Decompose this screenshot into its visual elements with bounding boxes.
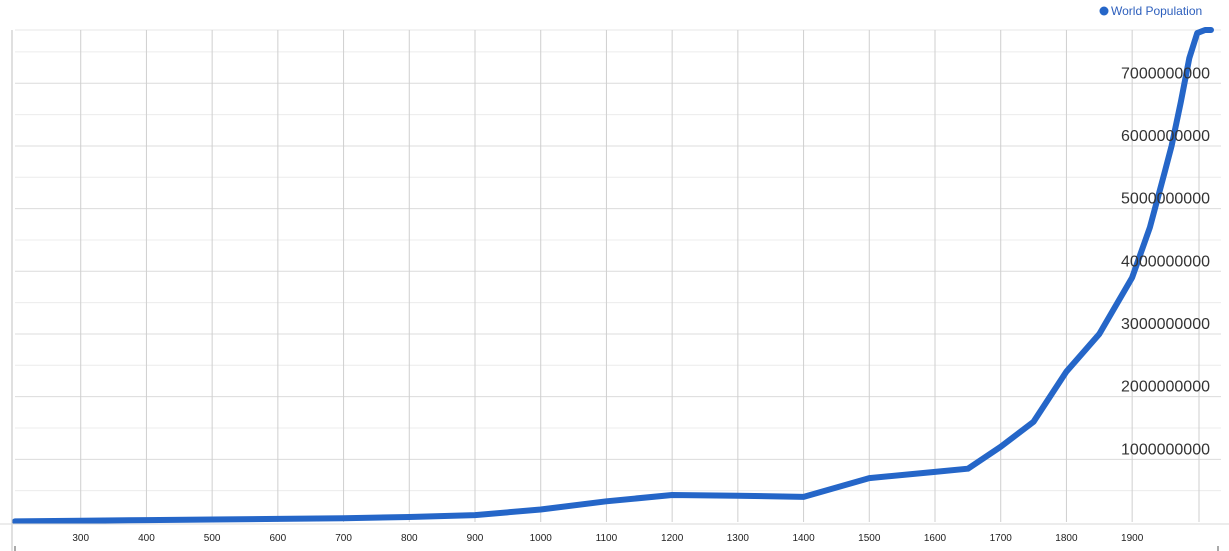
x-tick-label: 1300 (727, 533, 750, 544)
legend-label-world-population: World Population (1111, 4, 1202, 18)
x-tick-label: 1900 (1121, 533, 1144, 544)
x-tick-label: 1500 (858, 533, 881, 544)
series-line-world-population[interactable] (12, 27, 1214, 525)
x-tick-label: 1700 (990, 533, 1013, 544)
x-tick-label: 700 (335, 533, 352, 544)
y-tick-label: 4000000000 (1121, 253, 1210, 270)
y-tick-label: 3000000000 (1121, 316, 1210, 333)
grid-layer (15, 29, 1221, 522)
x-tick-label: 800 (401, 533, 418, 544)
x-tick-label: 1200 (661, 533, 684, 544)
x-tick-label: 1600 (924, 533, 947, 544)
x-tick-label: 500 (204, 533, 221, 544)
x-tick-label: 600 (270, 533, 287, 544)
x-tick-label: 1000 (530, 533, 553, 544)
legend-marker (1099, 6, 1109, 16)
x-tick-label: 900 (467, 533, 484, 544)
x-tick-label: 300 (72, 533, 89, 544)
y-tick-label: 2000000000 (1121, 379, 1210, 396)
y-tick-label: 6000000000 (1121, 128, 1210, 145)
x-tick-label: 400 (138, 533, 155, 544)
y-tick-label: 7000000000 (1121, 65, 1210, 82)
x-tick-label: 1400 (792, 533, 815, 544)
x-tick-label: 1100 (596, 533, 618, 544)
axis-layer: 300 400 500 600 700 800 900 1000 1100 1200 1300 140… (0, 30, 1229, 551)
y-tick-label: 5000000000 (1121, 191, 1210, 208)
legend[interactable]: World Population (1099, 4, 1203, 18)
x-tick-label: 1800 (1055, 533, 1078, 544)
y-tick-label: 1000000000 (1121, 441, 1210, 458)
series-layer (12, 27, 1214, 525)
